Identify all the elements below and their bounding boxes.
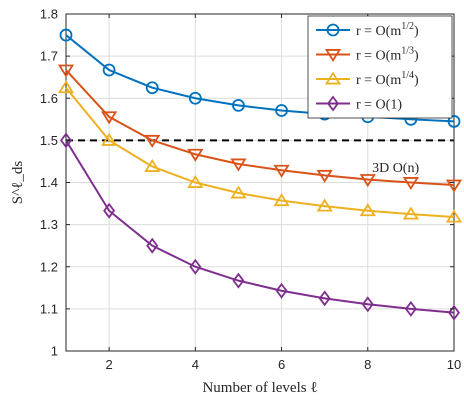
y-tick-label: 1.7	[40, 49, 58, 64]
y-tick-label: 1.1	[40, 301, 58, 316]
series-line	[65, 69, 455, 187]
data-point	[275, 104, 288, 117]
y-tick-label: 1.2	[40, 259, 58, 274]
legend-label: r = O(1)	[356, 98, 402, 113]
data-point	[59, 28, 73, 42]
data-point	[273, 164, 290, 178]
series-group	[57, 28, 463, 321]
data-point	[187, 148, 204, 162]
data-point	[404, 300, 417, 317]
data-point	[232, 99, 245, 112]
y-tick-label: 1.6	[40, 91, 58, 106]
legend-swatch-marker	[324, 49, 342, 63]
legend-swatch-marker	[324, 71, 342, 85]
data-point	[187, 174, 204, 188]
x-tick-label: 2	[105, 357, 112, 372]
data-point	[57, 80, 75, 94]
data-point	[57, 64, 75, 78]
data-point	[232, 272, 245, 289]
data-point	[448, 304, 460, 321]
data-point	[145, 81, 159, 95]
legend: r = O(m1/2) r = O(m1/3) r = O(m1/4) r = O(1…	[307, 15, 453, 119]
data-point	[103, 202, 116, 219]
legend-item: r = O(1)	[316, 95, 402, 113]
data-point	[230, 185, 247, 199]
legend-swatch-marker	[326, 23, 340, 37]
data-point	[144, 158, 161, 172]
y-tick-label: 1.3	[40, 217, 58, 232]
series-line	[65, 87, 455, 219]
data-point	[60, 132, 72, 149]
legend-item: r = O(m1/4)	[316, 70, 419, 88]
x-tick-label: 8	[364, 357, 371, 372]
data-point	[402, 206, 420, 220]
series-2	[57, 64, 463, 193]
data-point	[318, 290, 331, 307]
data-point	[361, 296, 374, 313]
legend-items: r = O(m1/2) r = O(m1/3) r = O(m1/4) r = O(1…	[316, 21, 419, 113]
data-point	[359, 174, 376, 188]
data-point	[188, 91, 202, 105]
legend-item: r = O(m1/2)	[316, 21, 419, 39]
data-point	[189, 258, 202, 275]
data-point	[230, 158, 247, 172]
legend-label: r = O(m1/3)	[356, 46, 419, 64]
y-tick-label: 1.4	[40, 175, 58, 190]
legend-swatch-marker	[327, 95, 339, 112]
legend-label: r = O(m1/2)	[356, 21, 419, 39]
data-point	[402, 177, 420, 191]
data-point	[144, 134, 161, 148]
y-tick-label: 1.8	[40, 7, 58, 22]
data-point	[316, 169, 333, 183]
data-point	[445, 209, 463, 223]
x-tick-label: 10	[447, 357, 461, 372]
reference-line-label: 3D O(n)	[372, 161, 419, 176]
y-tick-label: 1.5	[40, 133, 58, 148]
series-line	[65, 139, 455, 314]
y-tick-label: 1	[51, 344, 58, 359]
legend-item: r = O(m1/3)	[316, 46, 419, 64]
data-point	[275, 282, 288, 299]
x-axis-label: Number of levels ℓ	[202, 380, 317, 396]
x-tick-label: 4	[192, 357, 199, 372]
series-4	[60, 132, 460, 321]
y-axis-label: S^ℓ_ds	[10, 161, 26, 205]
series-3	[57, 80, 463, 223]
data-point	[445, 179, 463, 193]
legend-box	[307, 15, 453, 119]
x-tick-label: 6	[278, 357, 285, 372]
ticks: 2 4 6 8 10 1 1.1 1.2 1.3 1.4 1.5 1.6 1.7 1.8	[40, 7, 461, 373]
data-point	[447, 115, 461, 128]
data-point	[146, 237, 159, 254]
data-point	[100, 132, 118, 146]
data-point	[316, 198, 333, 212]
data-point	[100, 111, 118, 125]
data-point	[359, 203, 376, 217]
data-point	[273, 193, 290, 207]
data-point	[102, 63, 116, 77]
legend-label: r = O(m1/4)	[356, 70, 419, 88]
